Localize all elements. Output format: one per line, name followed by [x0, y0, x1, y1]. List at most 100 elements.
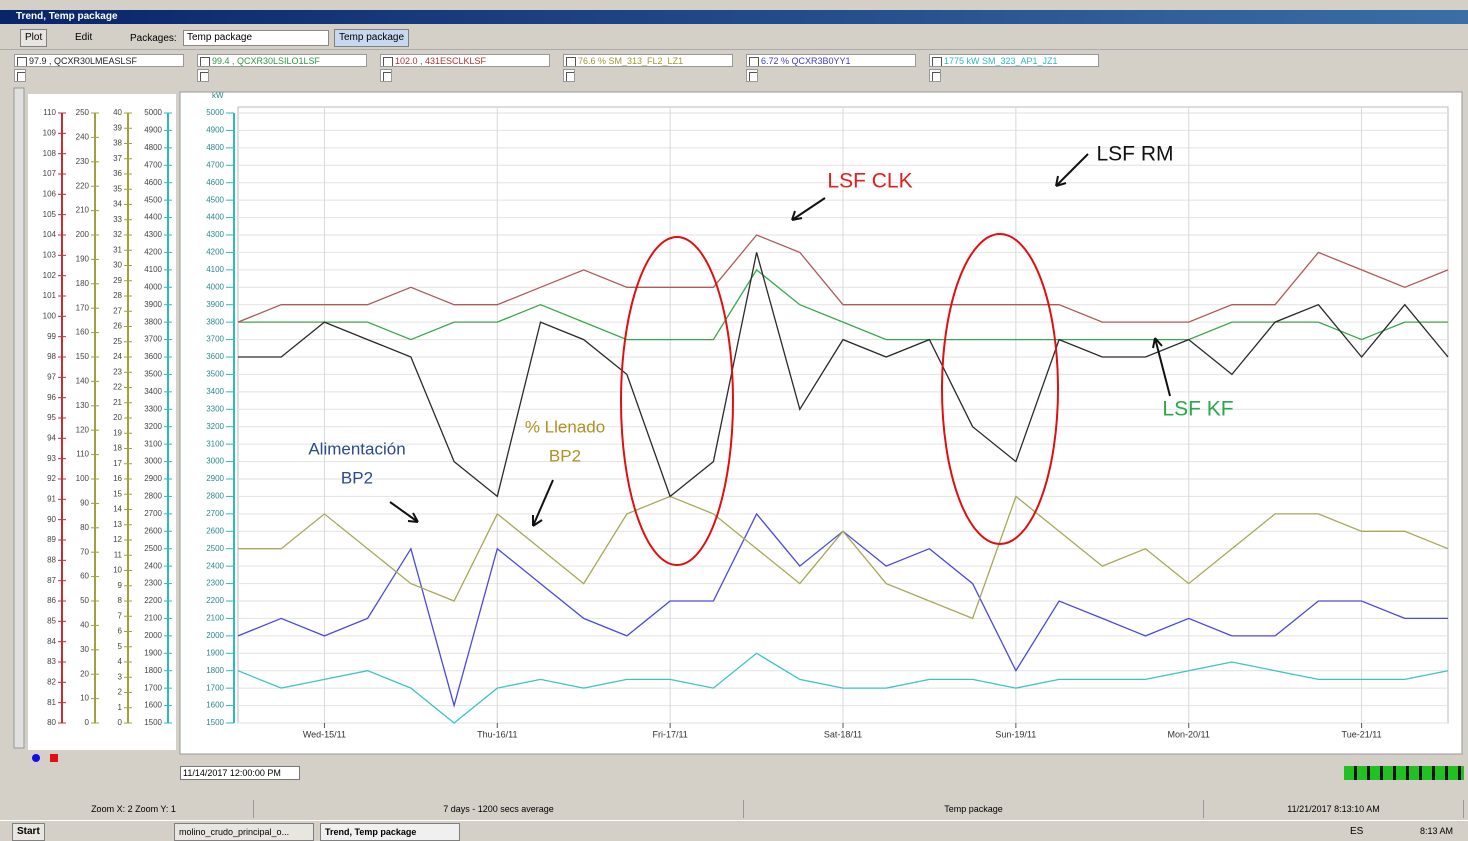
- y-tick-label: 1900: [206, 648, 224, 657]
- side-tick-label: 3600: [144, 352, 162, 361]
- side-tick-label: 4500: [144, 195, 162, 204]
- series-line: [237, 234, 1449, 323]
- y-tick-label: 3600: [206, 352, 224, 361]
- side-tick-label: 220: [76, 181, 90, 190]
- side-tick-label: 15: [113, 489, 122, 498]
- side-tick-label: 34: [113, 200, 122, 209]
- side-tick-label: 4600: [144, 178, 162, 187]
- status-field: Zoom X: 2 Zoom Y: 1: [14, 800, 254, 818]
- y-tick-label: 2000: [206, 631, 224, 640]
- y-tick-label: 3400: [206, 387, 224, 396]
- side-tick-label: 98: [47, 352, 56, 361]
- annotation: LSF RM: [1096, 143, 1173, 166]
- y-tick-label: 5000: [206, 108, 224, 117]
- side-tick-label: 80: [80, 523, 89, 532]
- y-tick-label: 2600: [206, 526, 224, 535]
- side-tick-label: 30: [80, 645, 89, 654]
- package-button[interactable]: Temp package: [334, 29, 410, 47]
- side-tick-label: 39: [113, 123, 122, 132]
- side-tick-label: 70: [80, 547, 89, 556]
- side-tick-label: 28: [113, 291, 122, 300]
- side-tick-label: 4400: [144, 213, 162, 222]
- side-tick-label: 87: [47, 576, 56, 585]
- side-tick-label: 2600: [144, 526, 162, 535]
- x-tick-label: Mon-20/11: [1168, 729, 1210, 739]
- clock: 8:13 AM: [1420, 826, 1454, 836]
- side-tick-label: 22: [113, 383, 122, 392]
- pen-empty: [380, 69, 392, 82]
- y-tick-label: 3500: [206, 370, 224, 379]
- side-tick-label: 97: [47, 372, 56, 381]
- y-tick-label: 3700: [206, 335, 224, 344]
- side-tick-label: 7: [118, 611, 123, 620]
- side-tick-label: 230: [76, 157, 90, 166]
- pen-empty: [197, 69, 209, 82]
- nav-buttons[interactable]: [1344, 766, 1464, 780]
- side-tick-label: 11: [114, 550, 123, 559]
- red-marker: [50, 754, 58, 762]
- arrows: [389, 153, 1171, 527]
- y-tick-label: 4600: [206, 178, 224, 187]
- side-tick-label: 100: [76, 474, 90, 483]
- edit-button[interactable]: Edit: [75, 32, 93, 43]
- y-tick-label: 3300: [206, 404, 224, 413]
- task-item[interactable]: Trend, Temp package: [320, 823, 460, 841]
- status-field: 11/21/2017 8:13:10 AM: [1204, 800, 1464, 818]
- side-tick-label: 110: [76, 450, 89, 459]
- y-tick-label: 2400: [206, 561, 224, 570]
- y-tick-label: 4700: [206, 160, 224, 169]
- side-tick-label: 120: [76, 425, 90, 434]
- y-tick-label: 4500: [206, 195, 224, 204]
- annotation: BP2: [341, 468, 373, 487]
- x-tick-label: Sun-19/11: [995, 729, 1036, 739]
- y-tick-label: 2300: [206, 579, 224, 588]
- series-line: [237, 652, 1449, 724]
- side-tick-label: 25: [113, 337, 122, 346]
- nav-bar: 11/14/2017 12:00:00 PM: [14, 764, 1464, 782]
- side-tick-label: 31: [113, 245, 122, 254]
- plot-button[interactable]: Plot: [20, 29, 48, 47]
- side-tick-label: 170: [76, 303, 90, 312]
- side-tick-label: 24: [113, 352, 122, 361]
- side-tick-label: 83: [47, 657, 56, 666]
- package-select[interactable]: Temp package: [183, 30, 329, 46]
- task-item[interactable]: molino_crudo_principal_o...: [174, 823, 314, 841]
- series-line: [238, 252, 1449, 498]
- side-tick-label: 108: [43, 149, 57, 158]
- side-tick-label: 3100: [144, 439, 162, 448]
- side-tick-label: 4100: [144, 265, 162, 274]
- side-tick-label: 101: [43, 291, 57, 300]
- side-tick-label: 2800: [144, 492, 162, 501]
- y-tick-label: 3000: [206, 457, 224, 466]
- side-tick-label: 14: [113, 505, 122, 514]
- side-tick-label: 4700: [144, 160, 162, 169]
- y-tick-label: 2500: [206, 544, 224, 553]
- y-tick-label: 2200: [206, 596, 224, 605]
- side-tick-label: 40: [113, 108, 122, 117]
- side-tick-label: 180: [76, 279, 90, 288]
- side-tick-label: 27: [113, 306, 122, 315]
- y-tick-label: 2800: [206, 492, 224, 501]
- side-tick-label: 88: [47, 555, 56, 564]
- pen-entry: 97.9 , QCXR30LMEASLSF: [14, 54, 184, 67]
- side-tick-label: 3700: [144, 335, 162, 344]
- start-time[interactable]: 11/14/2017 12:00:00 PM: [180, 766, 300, 780]
- scrollbar[interactable]: [13, 87, 25, 749]
- side-tick-label: 3500: [144, 370, 162, 379]
- pen-entry: 6.72 % QCXR3B0YY1: [746, 54, 916, 67]
- side-tick-label: 1800: [144, 666, 162, 675]
- x-tick-label: Thu-16/11: [477, 729, 517, 739]
- side-tick-label: 20: [113, 413, 122, 422]
- y-tick-label: 3200: [206, 422, 224, 431]
- side-tick-label: 4900: [144, 126, 162, 135]
- x-tick-label: Wed-15/11: [303, 729, 346, 739]
- pen-rows: 97.9 , QCXR30LMEASLSF 99.4 , QCXR30LSILO1…: [14, 54, 1454, 84]
- y-tick-label: 4800: [206, 143, 224, 152]
- annotation: BP2: [549, 446, 581, 465]
- side-tick-label: 3: [118, 672, 123, 681]
- start-button[interactable]: Start: [12, 823, 45, 841]
- side-tick-label: 4200: [144, 248, 162, 257]
- taskbar: Start molino_crudo_principal_o... Trend,…: [0, 820, 1468, 841]
- side-tick-label: 19: [113, 428, 122, 437]
- side-tick-label: 17: [113, 459, 122, 468]
